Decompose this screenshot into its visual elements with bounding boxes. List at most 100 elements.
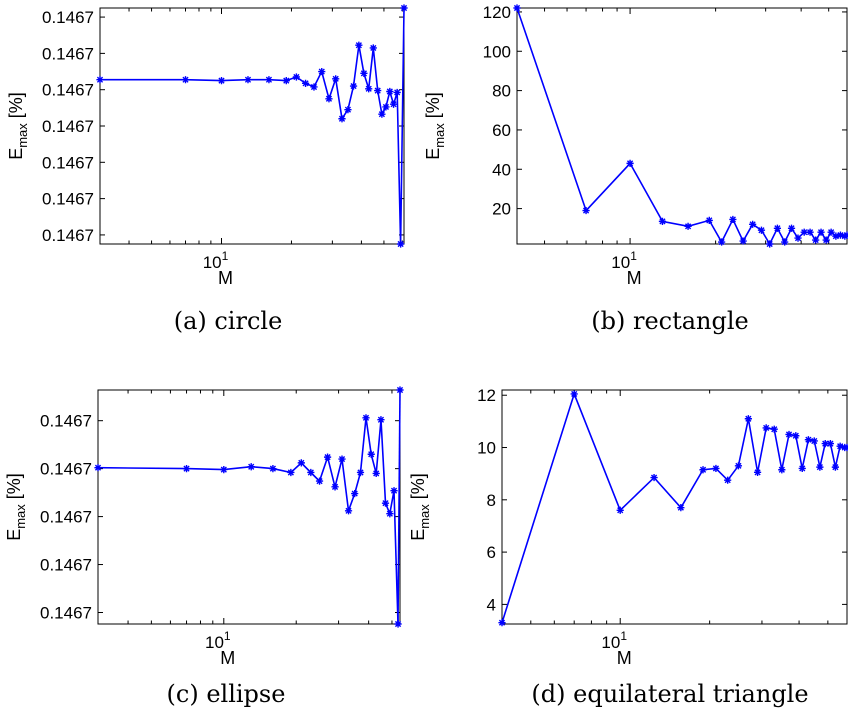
data-point xyxy=(729,215,737,224)
data-point xyxy=(349,82,358,90)
data-point xyxy=(836,231,845,239)
data-point xyxy=(770,425,778,433)
data-point xyxy=(386,87,394,96)
data-point xyxy=(365,85,373,93)
data-point xyxy=(792,432,800,440)
plot-area xyxy=(99,7,405,245)
data-point xyxy=(323,453,332,461)
data-point xyxy=(753,468,762,476)
data-point xyxy=(356,468,365,477)
data-point xyxy=(351,489,359,498)
x-tick-label: 101 xyxy=(203,249,229,272)
data-point xyxy=(843,443,848,452)
data-point xyxy=(749,220,757,228)
data-point xyxy=(282,77,290,85)
data-point xyxy=(393,88,401,97)
y-tick-label: 0.1467 xyxy=(40,460,92,479)
data-point xyxy=(718,238,726,246)
y-tick-label: 8 xyxy=(487,491,496,510)
x-axis-label: M xyxy=(627,268,642,288)
series-line xyxy=(397,389,401,625)
x-tick-label: 101 xyxy=(611,249,637,272)
plot-area xyxy=(516,7,848,245)
data-point xyxy=(217,77,226,85)
data-point xyxy=(338,115,346,123)
y-tick-label: 0.1467 xyxy=(42,190,94,209)
y-tick-label: 4 xyxy=(487,595,496,614)
data-point xyxy=(826,439,835,448)
data-point xyxy=(739,237,747,245)
x-axis-label: M xyxy=(617,648,632,668)
y-tick-label: 100 xyxy=(483,42,511,61)
data-point xyxy=(800,228,808,236)
data-point xyxy=(396,386,404,394)
data-point xyxy=(386,510,394,518)
data-point xyxy=(570,390,578,398)
data-point xyxy=(369,44,377,52)
data-point xyxy=(372,469,380,478)
y-tick-label: 20 xyxy=(492,200,511,219)
data-point xyxy=(744,415,752,423)
x-axis-label: M xyxy=(220,648,235,668)
data-point xyxy=(773,224,782,232)
data-point xyxy=(287,468,295,477)
data-point xyxy=(650,473,658,482)
data-point xyxy=(94,464,102,472)
data-point xyxy=(390,487,398,495)
y-tick-label: 0.1467 xyxy=(40,556,92,575)
panel-circle: 101 0.1467 0.1467 0.1467 0.1467 0.1467 0.1467 0… xyxy=(6,4,408,335)
panel-caption: (a) circle xyxy=(174,307,283,335)
data-point xyxy=(332,75,340,83)
data-point xyxy=(827,228,835,236)
data-point xyxy=(817,228,825,236)
x-tick-label: 101 xyxy=(205,629,231,652)
data-point xyxy=(355,41,363,49)
data-point xyxy=(705,216,713,224)
data-point xyxy=(310,83,318,91)
data-point xyxy=(626,159,634,167)
data-point xyxy=(778,466,786,474)
y-tick-label: 0.1467 xyxy=(42,117,94,136)
y-tick-label: 0.1467 xyxy=(42,44,94,63)
data-point xyxy=(292,73,300,81)
panel-caption: (b) rectangle xyxy=(591,307,749,335)
data-point xyxy=(382,103,390,111)
data-point xyxy=(244,76,252,84)
data-point xyxy=(724,476,732,484)
y-tick-label: 0.1467 xyxy=(40,603,92,622)
data-point xyxy=(812,236,820,244)
y-tick-label: 60 xyxy=(492,121,511,140)
data-point xyxy=(307,468,315,477)
data-point xyxy=(397,240,405,248)
x-axis-label: M xyxy=(218,268,233,288)
y-tick-label: 0.1467 xyxy=(40,412,92,431)
data-point xyxy=(582,206,590,215)
data-point xyxy=(804,436,812,444)
data-point xyxy=(377,416,385,424)
y-axis-label: Emax [%] xyxy=(4,473,28,541)
panel-equilateral-triangle: 101 4 6 8 10 12 M Emax [%] (d) equilateral trian… xyxy=(408,386,848,708)
data-point xyxy=(344,106,352,114)
data-point xyxy=(374,87,382,95)
y-axis-label: Emax [%] xyxy=(6,92,30,160)
data-point xyxy=(787,224,796,232)
data-point xyxy=(378,110,386,118)
data-point xyxy=(297,459,305,467)
data-point xyxy=(806,228,814,236)
data-point xyxy=(684,222,692,230)
data-point xyxy=(836,442,844,450)
data-point xyxy=(712,464,720,473)
data-point xyxy=(247,463,255,471)
panel-rectangle: 101 20 40 60 80 100 120 M Emax [%] (b) rectangle xyxy=(423,3,848,335)
data-point xyxy=(182,465,191,473)
data-point xyxy=(757,226,766,234)
data-point xyxy=(843,231,848,239)
data-point xyxy=(831,463,839,471)
data-point xyxy=(344,507,353,515)
data-point xyxy=(616,506,624,514)
data-point xyxy=(362,414,370,422)
data-point xyxy=(265,76,273,84)
y-tick-label: 80 xyxy=(492,82,511,101)
data-point xyxy=(810,437,818,445)
